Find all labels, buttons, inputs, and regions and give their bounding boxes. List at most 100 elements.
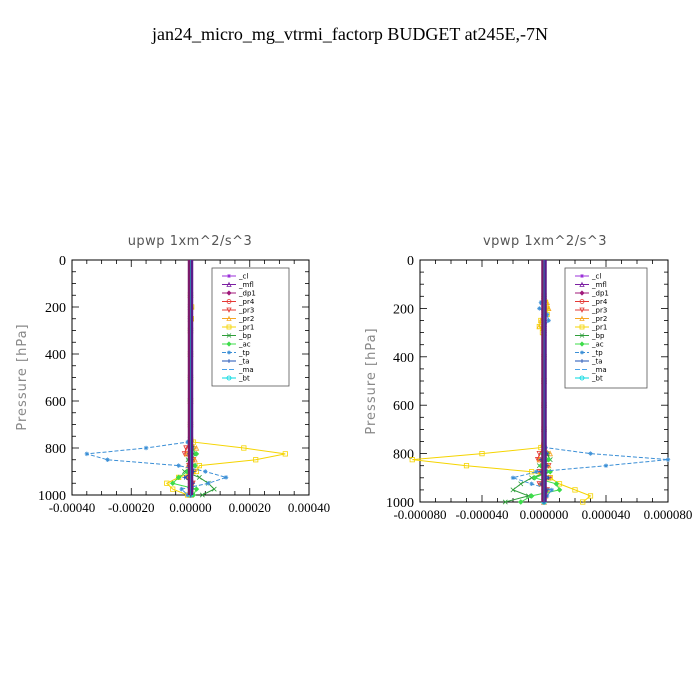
vpwp-legend-label: _tp (591, 349, 603, 357)
vpwp-legend-item-bp: _bp (575, 332, 605, 340)
vpwp-point-tp (537, 306, 542, 311)
upwp-point-pr1 (253, 457, 259, 463)
vpwp-legend-item-dp1: _dp1 (575, 290, 609, 298)
vpwp-legend-label: _pr4 (591, 298, 608, 306)
vpwp-point-tp (546, 318, 551, 323)
vpwp-point-bp (518, 481, 524, 487)
upwp-legend-marker (226, 315, 232, 321)
upwp-legend-marker (227, 359, 231, 363)
vpwp-legend-label: _pr1 (591, 324, 607, 332)
upwp-point-ta (182, 475, 187, 480)
upwp-y-tick-label: 0 (59, 254, 66, 269)
vpwp-point-tp (549, 487, 554, 493)
upwp-y-tick-label: 600 (45, 395, 66, 410)
vpwp-legend-marker (579, 315, 585, 321)
vpwp-legend-item-pr1: _pr1 (575, 324, 607, 332)
upwp-point-tp (84, 451, 90, 457)
vpwp-legend-item-ta: _ta (575, 358, 603, 366)
upwp-legend-marker (227, 274, 231, 278)
upwp-x-tick-label: 0.00000 (169, 500, 211, 515)
vpwp-point-ac (547, 468, 553, 475)
upwp-series-bp (182, 260, 217, 498)
vpwp-point-bp (529, 475, 535, 481)
vpwp-legend-item-ma: _ma (575, 366, 607, 374)
upwp-legend-item-bp: _bp (222, 332, 252, 340)
vpwp-point-pr1 (580, 499, 586, 505)
upwp-legend-item-tp: _tp (222, 349, 250, 357)
vpwp-point-ac (517, 499, 524, 505)
vpwp-x-tick-label: -0.000040 (455, 507, 508, 522)
upwp-legend-item-ma: _ma (222, 366, 254, 374)
vpwp-legend-label: _ma (591, 366, 607, 374)
vpwp-panel-title: vpwp 1xm^2/s^3 (483, 234, 607, 249)
vpwp-point-pr1 (479, 450, 485, 457)
vpwp-series-ac (517, 260, 563, 505)
vpwp-legend-label: _cl (591, 273, 601, 281)
upwp-legend: _cl_mfl_dp1_pr4_pr3_pr2_pr1_bp_ac_tp_ta_… (211, 267, 290, 387)
upwp-point-tp (185, 492, 190, 498)
vpwp-legend-label: _mfl (591, 281, 607, 289)
upwp-panel: upwp 1xm^2/s^3 Pressure [hPa] 0 200 400 600… (15, 234, 330, 515)
upwp-legend-label: _bt (238, 375, 250, 383)
vpwp-y-tick-label: 200 (393, 302, 414, 317)
vpwp-point-bp (526, 493, 531, 499)
vpwp-legend-label: _bp (591, 332, 605, 340)
vpwp-legend-item-pr3: _pr3 (575, 307, 607, 315)
upwp-legend-label: _tp (238, 349, 250, 357)
upwp-point-tp (206, 481, 211, 486)
upwp-x-tick-label: -0.00020 (108, 500, 155, 515)
vpwp-point-ac (531, 475, 538, 481)
upwp-legend-label: _ma (238, 366, 254, 374)
upwp-legend-marker (226, 341, 232, 347)
upwp-legend-item-mfl: _mfl (222, 281, 254, 289)
upwp-panel-title: upwp 1xm^2/s^3 (128, 234, 253, 249)
upwp-legend-marker (226, 333, 232, 338)
upwp-legend-label: _pr4 (238, 298, 255, 306)
upwp-legend-marker (226, 375, 232, 381)
upwp-legend-item-ac: _ac (222, 341, 251, 349)
vpwp-legend-marker (579, 290, 585, 296)
vpwp-point-tp (665, 457, 671, 462)
upwp-point-pr1 (282, 451, 288, 457)
upwp-y-tick-label: 400 (45, 348, 66, 363)
upwp-y-tick-label: 1000 (38, 489, 66, 504)
vpwp-y-axis-label: Pressure [hPa] (364, 327, 379, 434)
upwp-point-ac (193, 451, 200, 457)
vpwp-point-ac (556, 487, 563, 493)
vpwp-legend-item-cl: _cl (575, 273, 601, 281)
vpwp-y-tick-label: 600 (393, 399, 414, 414)
upwp-legend-label: _pr2 (238, 315, 254, 323)
vpwp-point-tp (510, 475, 516, 480)
upwp-point-ac (175, 474, 182, 481)
vpwp-y-tick-label: 0 (407, 254, 414, 269)
vpwp-legend-marker (579, 375, 585, 381)
upwp-point-pr1 (164, 480, 170, 486)
upwp-legend-item-pr2: _pr2 (222, 315, 254, 323)
upwp-point-bp (199, 492, 205, 498)
vpwp-legend-marker (580, 359, 584, 363)
vpwp-point-pr1 (529, 469, 535, 475)
upwp-legend-item-ta: _ta (222, 358, 250, 366)
upwp-point-bp (211, 486, 217, 492)
upwp-legend-marker (226, 290, 232, 296)
upwp-legend-label: _cl (238, 273, 248, 281)
vpwp-legend-marker (579, 341, 585, 347)
vpwp-point-tp (529, 481, 534, 487)
vpwp-legend-item-tp: _tp (575, 349, 603, 357)
vpwp-legend-label: _pr3 (591, 307, 607, 315)
upwp-point-pr2 (193, 444, 200, 451)
vpwp-x-tick-label: 0.000000 (520, 507, 569, 522)
vpwp-point-bp (502, 499, 508, 505)
upwp-y-axis-label: Pressure [hPa] (15, 323, 30, 430)
upwp-legend-item-pr3: _pr3 (222, 307, 254, 315)
upwp-point-ac (192, 462, 198, 469)
upwp-point-tp (143, 445, 149, 451)
upwp-legend-marker (226, 307, 232, 313)
vpwp-legend-marker (579, 324, 585, 330)
vpwp-series-line-pr1 (412, 260, 592, 503)
vpwp-point-tp (544, 312, 550, 317)
vpwp-legend-item-bt: _bt (575, 375, 603, 383)
vpwp-legend-marker (579, 333, 585, 338)
vpwp-point-pr1 (409, 457, 415, 463)
